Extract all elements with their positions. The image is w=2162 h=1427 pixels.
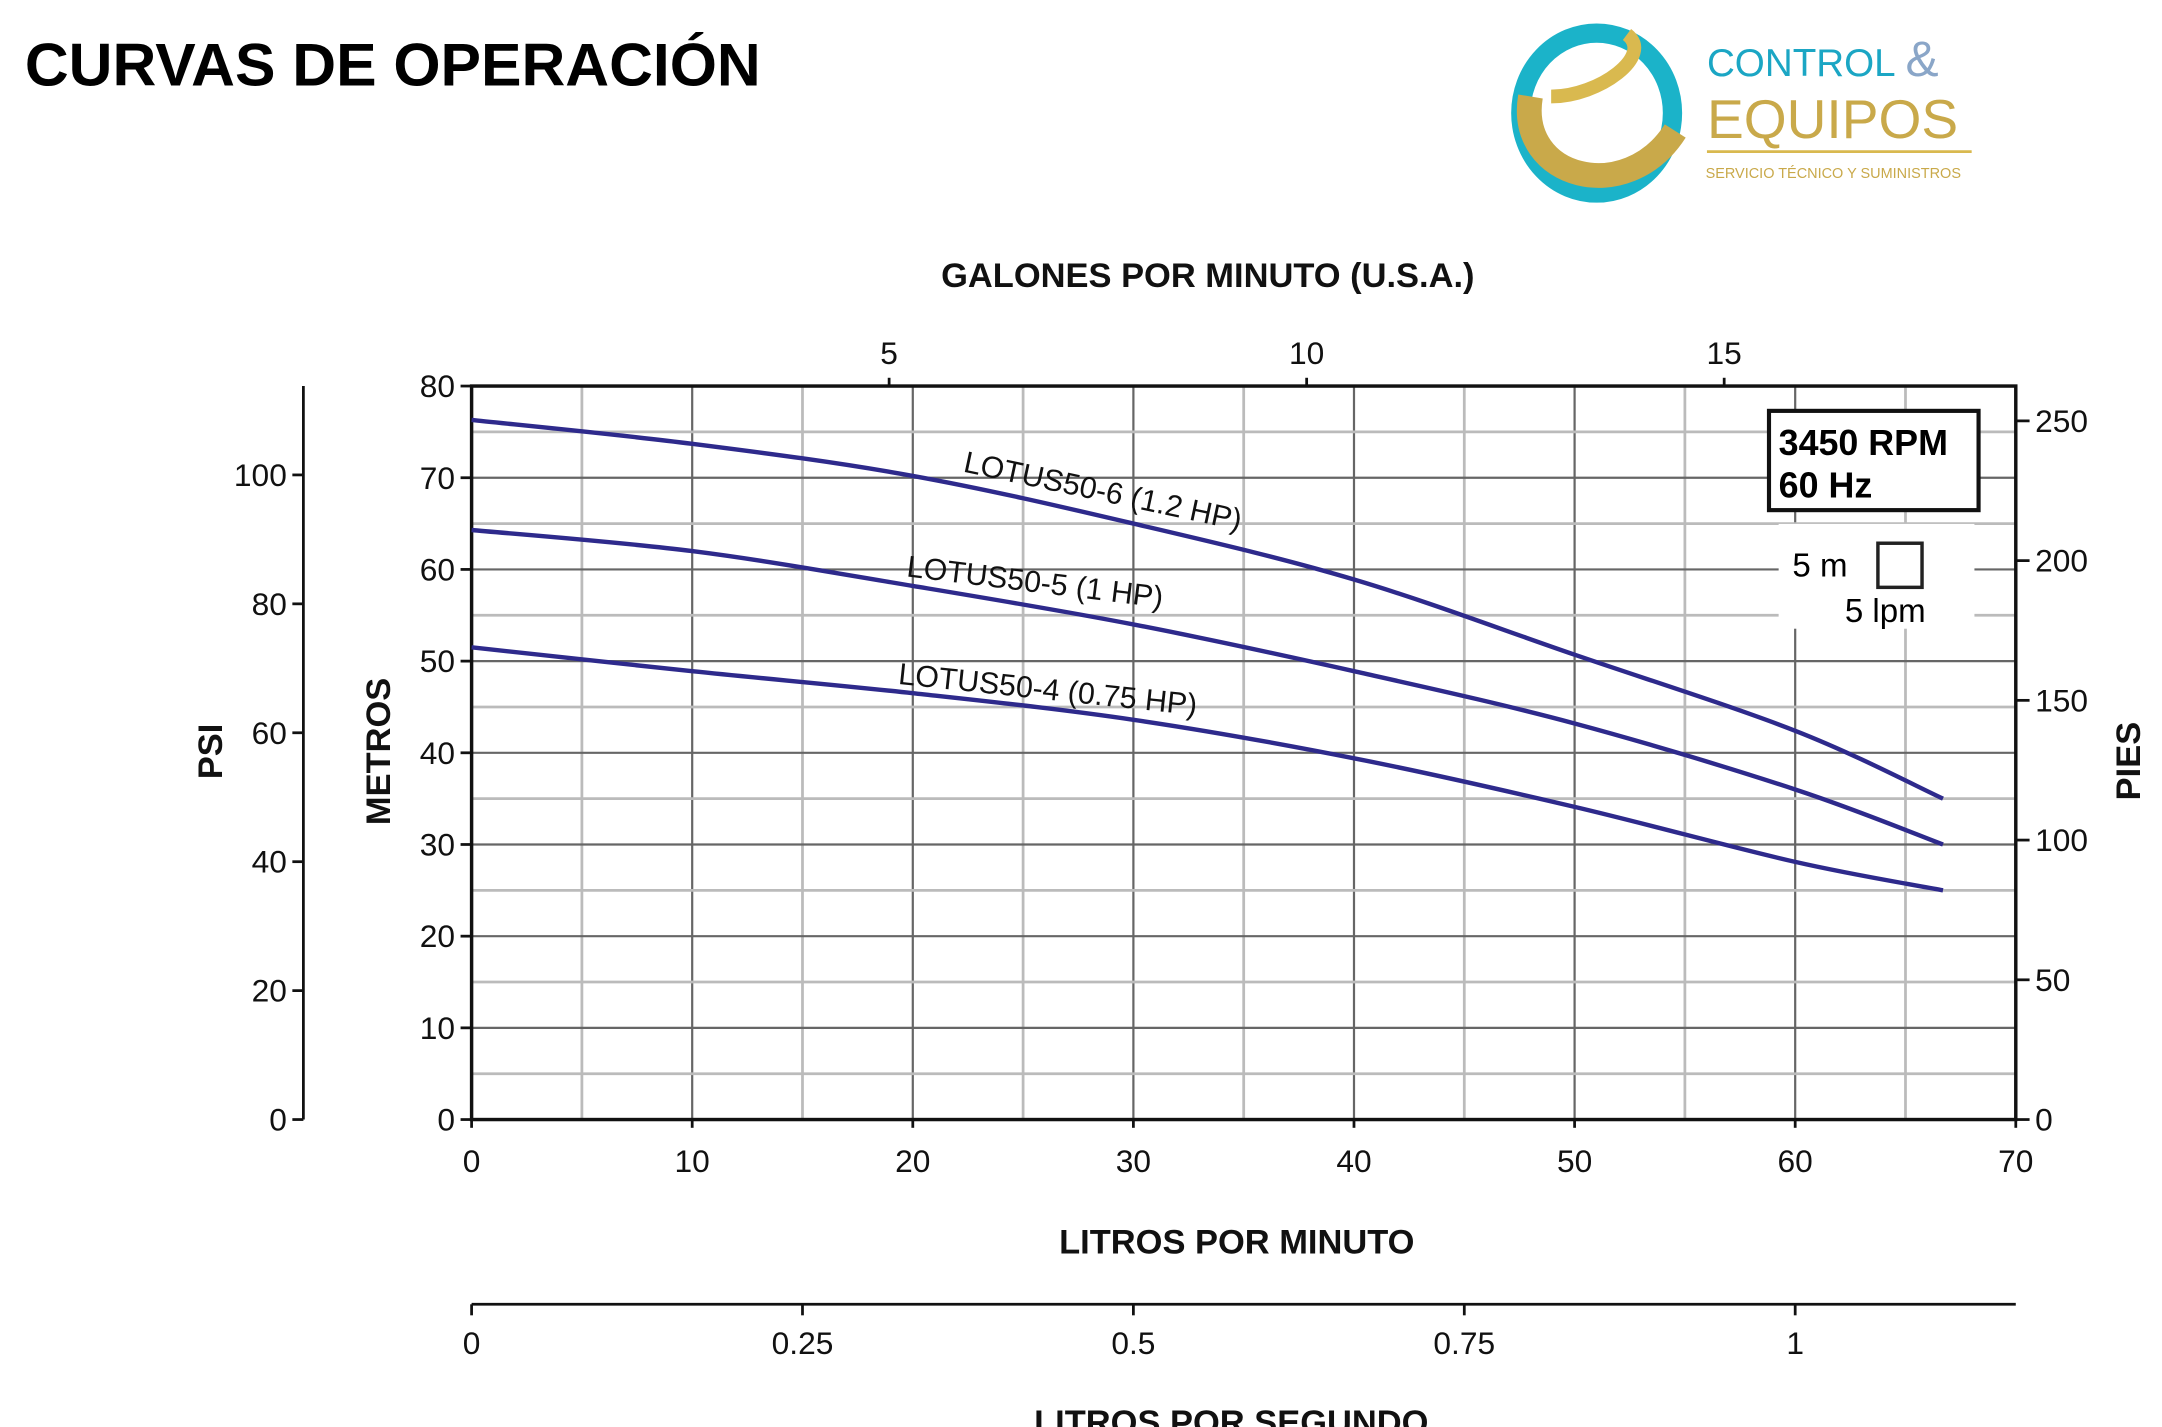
psi-tick-label: 20: [252, 973, 287, 1009]
logo-text-control: CONTROL: [1707, 42, 1896, 85]
y-tick-label: 70: [420, 460, 455, 496]
logo-swoosh-gold: [1516, 94, 1686, 188]
pies-tick-label: 200: [2035, 543, 2088, 579]
curve-lotus50-6: [471, 417, 1944, 801]
psi-tick-label: 100: [234, 457, 287, 493]
psi-tick-label: 60: [252, 715, 287, 751]
y-tick-label: 60: [420, 551, 455, 587]
logo-text-equipos: EQUIPOS: [1707, 88, 1958, 150]
y-tick-label: 20: [420, 918, 455, 954]
x-tick-label: 50: [1557, 1143, 1592, 1179]
lps-tick-label: 0.75: [1433, 1325, 1495, 1361]
psi-tick-label: 0: [269, 1102, 287, 1138]
x-tick-label: 10: [675, 1143, 710, 1179]
x-tick-label: 30: [1116, 1143, 1151, 1179]
y-axis-title: METROS: [360, 678, 398, 825]
company-logo: CONTROL & EQUIPOS SERVICIO TÉCNICO Y SUM…: [1511, 23, 1972, 203]
lps-tick-label: 0.25: [772, 1325, 834, 1361]
y-tick-label: 0: [437, 1102, 455, 1138]
series-label-lotus50-4: LOTUS50-4 (0.75 HP): [897, 658, 1199, 722]
x-tick-label: 40: [1336, 1143, 1371, 1179]
top-tick-label: 5: [880, 335, 898, 371]
top-tick-label: 10: [1289, 335, 1324, 371]
x-tick-label: 0: [463, 1143, 481, 1179]
y-tick-label: 80: [420, 368, 455, 404]
scale-legend: 5 m 5 lpm: [1778, 523, 1975, 630]
logo-tagline: SERVICIO TÉCNICO Y SUMINISTROS: [1706, 165, 1961, 182]
info-box-frame: [1766, 408, 1981, 513]
curve-lotus50-4: [471, 645, 1944, 893]
y-tick-label: 10: [420, 1010, 455, 1046]
top-tick-label: 15: [1707, 335, 1742, 371]
logo-ampersand: &: [1905, 31, 1938, 87]
x-tick-label: 20: [895, 1143, 930, 1179]
pies-tick-label: 0: [2035, 1102, 2053, 1138]
pies-tick-label: 100: [2035, 822, 2088, 858]
pies-tick-label: 150: [2035, 682, 2088, 718]
lps-tick-label: 0: [463, 1325, 481, 1361]
y-tick-label: 40: [420, 735, 455, 771]
top-axis-title: GALONES POR MINUTO (U.S.A.): [941, 257, 1474, 295]
logo-swoosh-gold2: [1550, 28, 1642, 104]
curves: [471, 417, 1944, 893]
lps-tick-label: 0.5: [1111, 1325, 1155, 1361]
scale-legend-5m: 5 m: [1792, 547, 1847, 584]
info-rpm: 3450 RPM: [1779, 423, 1948, 463]
pies-tick-label: 50: [2035, 962, 2070, 998]
lps-axis-title: LITROS POR SEGUNDO: [1034, 1404, 1428, 1427]
psi-tick-label: 40: [252, 844, 287, 880]
pies-axis-title: PIES: [2110, 722, 2148, 801]
scale-legend-5lpm: 5 lpm: [1845, 593, 1926, 630]
lps-tick-label: 1: [1786, 1325, 1804, 1361]
y-tick-label: 30: [420, 827, 455, 863]
pies-tick-label: 250: [2035, 403, 2088, 439]
y-tick-label: 50: [420, 643, 455, 679]
scale-legend-square: [1876, 541, 1924, 590]
curve-lotus50-5: [471, 527, 1944, 847]
psi-tick-label: 80: [252, 586, 287, 622]
page-title: CURVAS DE OPERACIÓN: [25, 30, 761, 98]
x-tick-label: 70: [1998, 1143, 2033, 1179]
info-hz: 60 Hz: [1779, 466, 1873, 506]
x-tick-label: 60: [1778, 1143, 1813, 1179]
psi-axis-title: PSI: [192, 724, 230, 780]
info-box: 3450 RPM 60 Hz: [1766, 408, 1981, 513]
x-axis-title: LITROS POR MINUTO: [1059, 1223, 1414, 1261]
